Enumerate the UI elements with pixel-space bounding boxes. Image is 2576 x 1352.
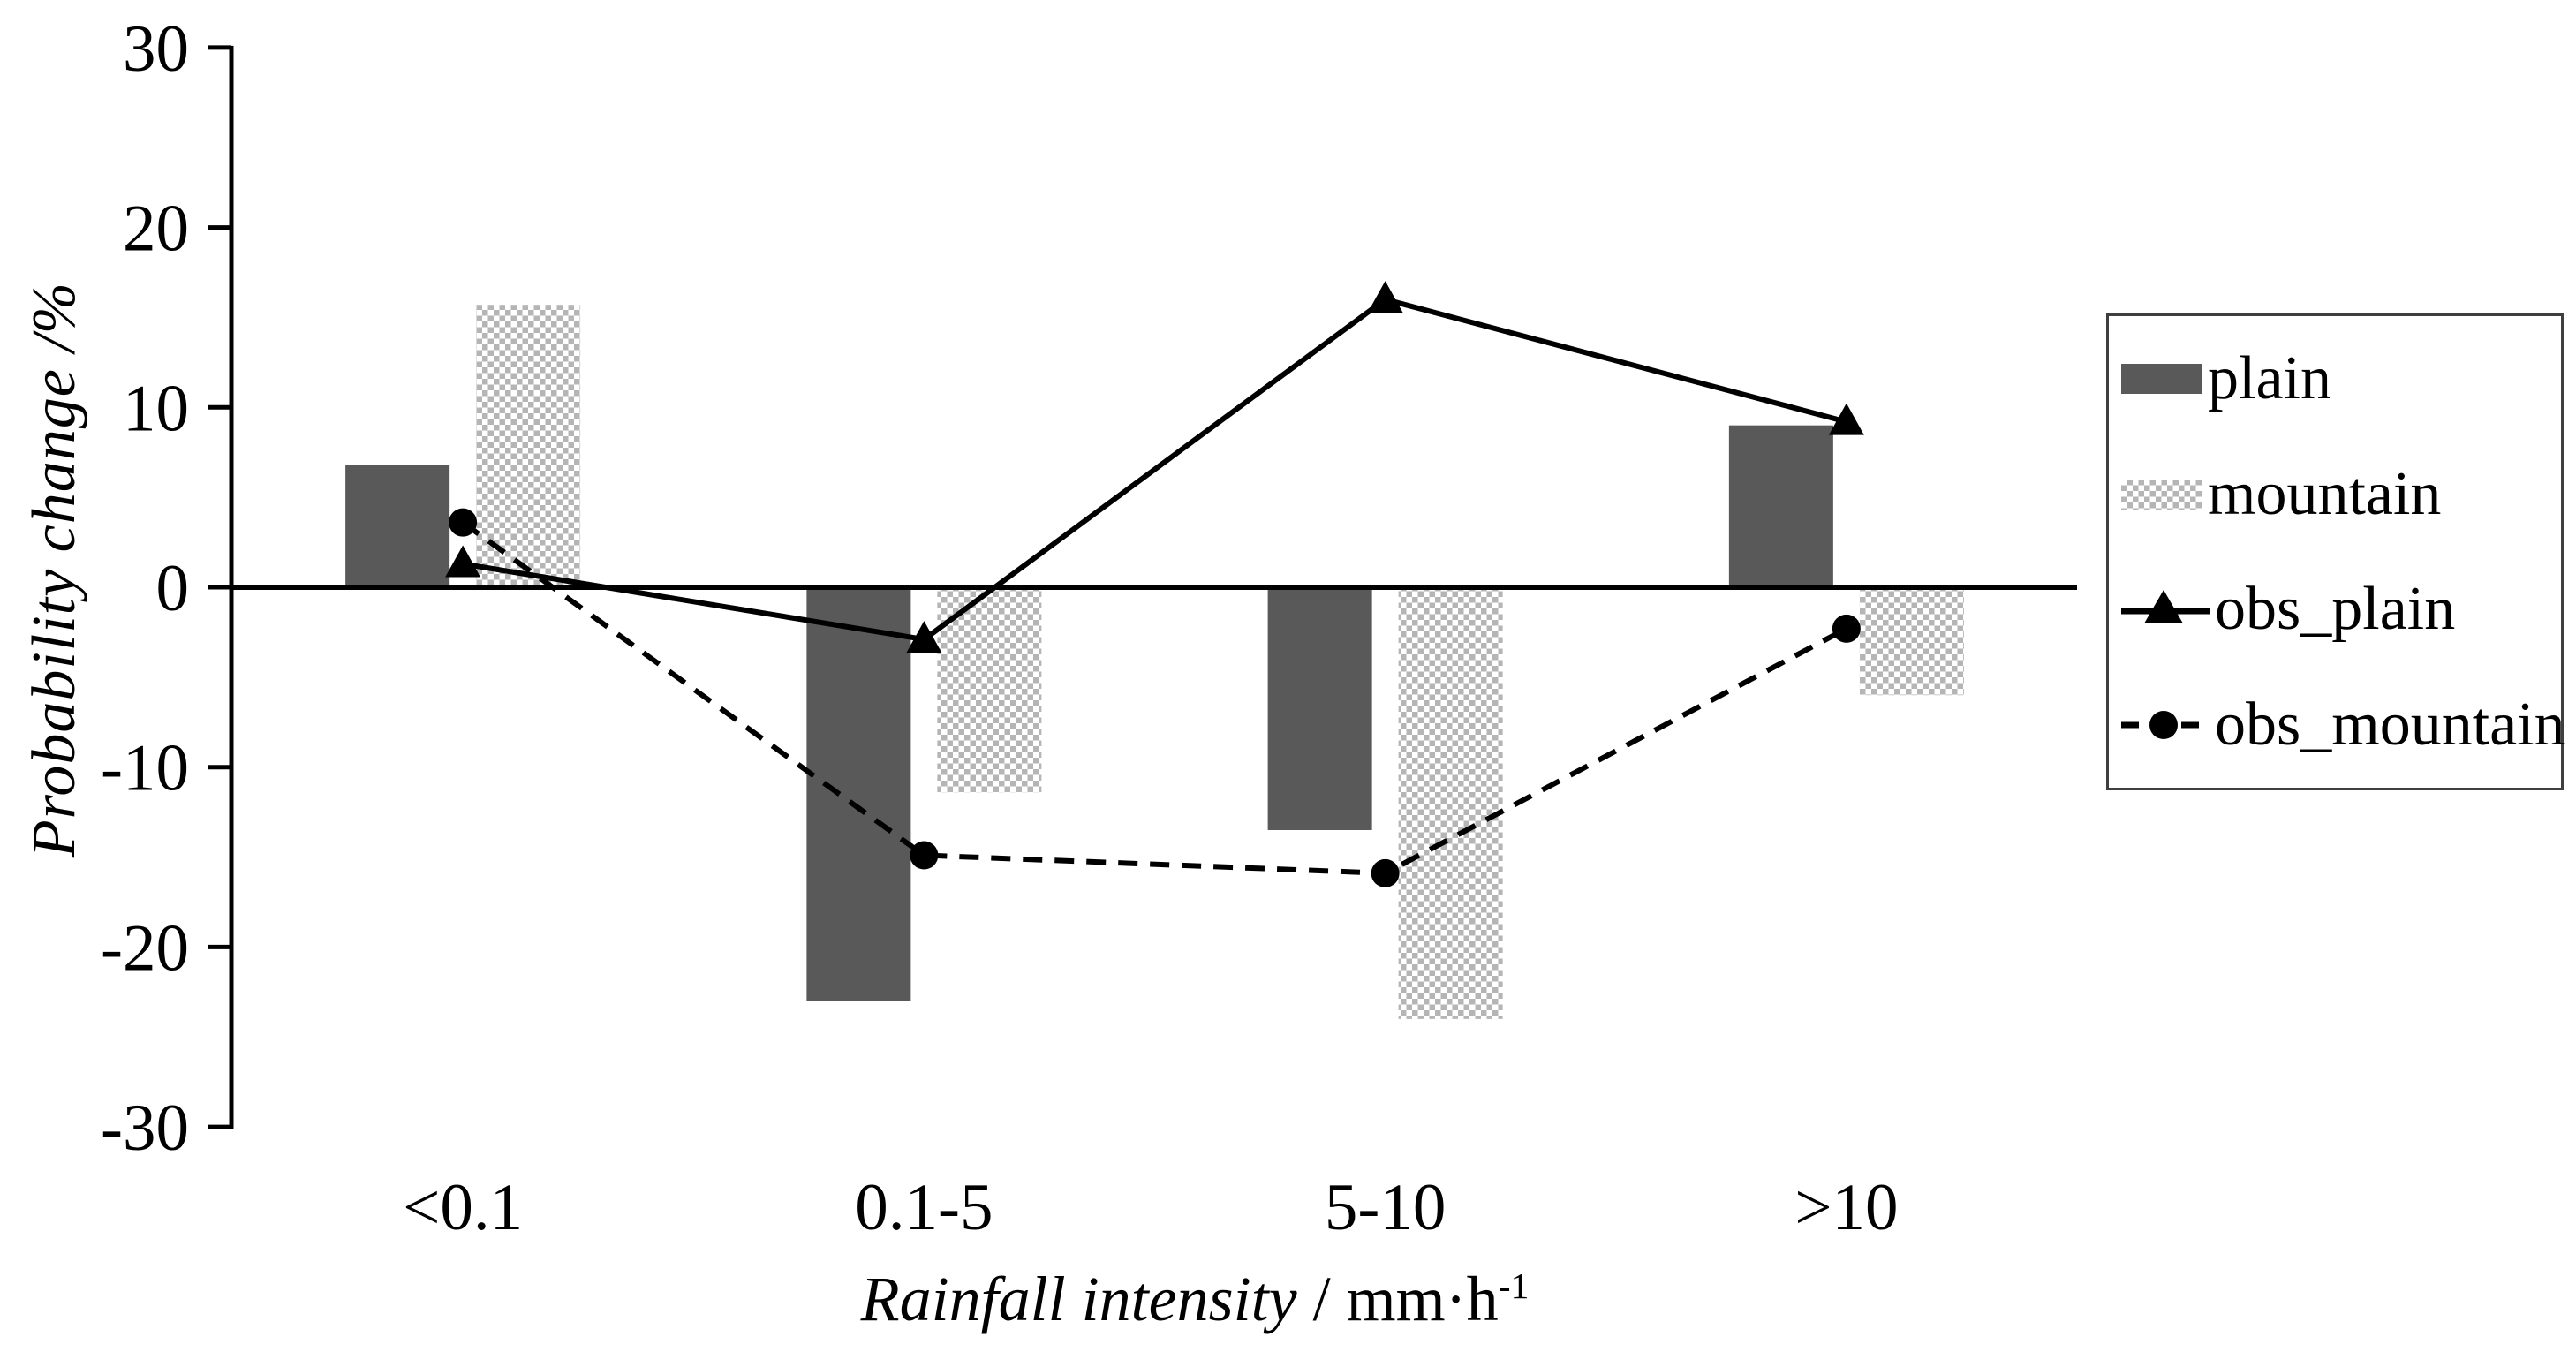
y-tick-label-0: 0	[156, 552, 190, 625]
triangle-marker-obs_plain-5-10	[1367, 281, 1403, 313]
legend-swatch-plain-bar	[2121, 364, 2202, 395]
bar-mountain-<0.1	[476, 305, 581, 587]
y-axis-title: Probability change /%	[20, 281, 88, 858]
legend-item-obs-plain: obs_plain	[2121, 553, 2561, 666]
y-tick-label-30: 30	[123, 12, 189, 86]
x-axis-title-unit: / mm·h	[1296, 1264, 1499, 1334]
circle-marker-obs_mountain-5-10	[1371, 858, 1400, 887]
x-axis-title-name: Rainfall intensity	[860, 1264, 1297, 1334]
bar-mountain-0.1-5	[937, 587, 1042, 793]
line-obs_mountain	[461, 520, 1848, 876]
legend-label-mountain: mountain	[2208, 459, 2442, 528]
bar-mountain-5-10	[1398, 587, 1503, 1019]
legend: plain mountain obs_plain obs_mountain	[2106, 313, 2565, 790]
legend-label-plain: plain	[2208, 344, 2331, 413]
bar-mountain->10	[1859, 587, 1964, 696]
y-tick-label--10: -10	[101, 732, 189, 805]
triangle-marker-obs_plain-<0.1	[445, 545, 481, 578]
x-category-label-0.1-5: 0.1-5	[855, 1171, 993, 1244]
triangle-marker-obs_plain->10	[1828, 403, 1864, 435]
legend-swatch-mountain-bar	[2121, 479, 2202, 510]
bar-plain-<0.1	[345, 465, 450, 587]
legend-label-obs-plain: obs_plain	[2215, 575, 2456, 644]
legend-triangle-marker-icon	[2144, 590, 2183, 624]
legend-label-obs-mountain: obs_mountain	[2215, 690, 2565, 759]
y-tick-label--30: -30	[101, 1091, 189, 1165]
circle-marker-obs_mountain->10	[1832, 614, 1861, 643]
legend-item-obs-mountain: obs_mountain	[2121, 668, 2565, 782]
legend-item-plain: plain	[2121, 322, 2561, 435]
y-tick-label--20: -20	[101, 911, 189, 985]
legend-item-mountain: mountain	[2121, 438, 2561, 551]
x-axis-title: Rainfall intensity / mm·h-1	[861, 1263, 1530, 1336]
circle-marker-obs_mountain-<0.1	[449, 508, 478, 537]
legend-swatch-obs-mountain-line	[2121, 710, 2210, 739]
bar-plain-0.1-5	[806, 587, 911, 1001]
y-tick-label-20: 20	[123, 193, 189, 266]
x-category-label-<0.1: <0.1	[403, 1171, 523, 1244]
y-tick-label-10: 10	[123, 372, 189, 445]
x-axis-title-exponent: -1	[1498, 1266, 1530, 1307]
bar-plain-5-10	[1267, 587, 1372, 830]
line-obs_plain	[462, 296, 1847, 643]
legend-swatch-obs-plain-line	[2121, 590, 2210, 624]
circle-marker-obs_mountain-0.1-5	[910, 841, 939, 870]
legend-circle-marker-icon	[2149, 710, 2178, 739]
x-category-label->10: >10	[1794, 1171, 1898, 1244]
bar-plain->10	[1728, 425, 1833, 587]
triangle-marker-obs_plain-0.1-5	[906, 621, 942, 653]
x-category-label-5-10: 5-10	[1325, 1171, 1446, 1244]
